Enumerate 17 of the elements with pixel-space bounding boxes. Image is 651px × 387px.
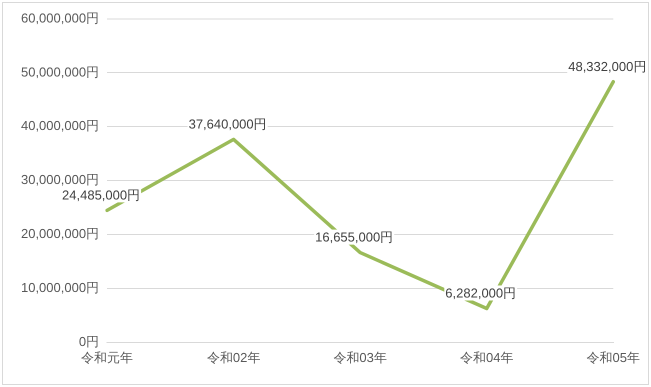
data-label: 37,640,000円 — [188, 116, 267, 132]
data-label: 24,485,000円 — [62, 187, 140, 202]
x-tick-label: 令和元年 — [81, 350, 134, 365]
x-tick-label: 令和03年 — [333, 350, 387, 365]
x-tick-label: 令和04年 — [460, 350, 514, 365]
y-tick-label: 10,000,000円 — [20, 280, 100, 296]
data-label: 48,332,000円 — [568, 58, 646, 74]
y-tick-label: 20,000,000円 — [20, 226, 100, 242]
y-tick-label: 0円 — [78, 334, 100, 349]
y-tick-label: 60,000,000円 — [20, 10, 100, 26]
data-label: 6,282,000円 — [445, 286, 516, 301]
y-tick-label: 50,000,000円 — [20, 64, 100, 80]
x-tick-label: 令和05年 — [586, 350, 640, 365]
x-tick-label: 令和02年 — [206, 350, 260, 365]
y-tick-label: 30,000,000円 — [20, 172, 100, 188]
y-tick-label: 40,000,000円 — [20, 118, 100, 134]
data-label: 16,655,000円 — [315, 230, 394, 245]
